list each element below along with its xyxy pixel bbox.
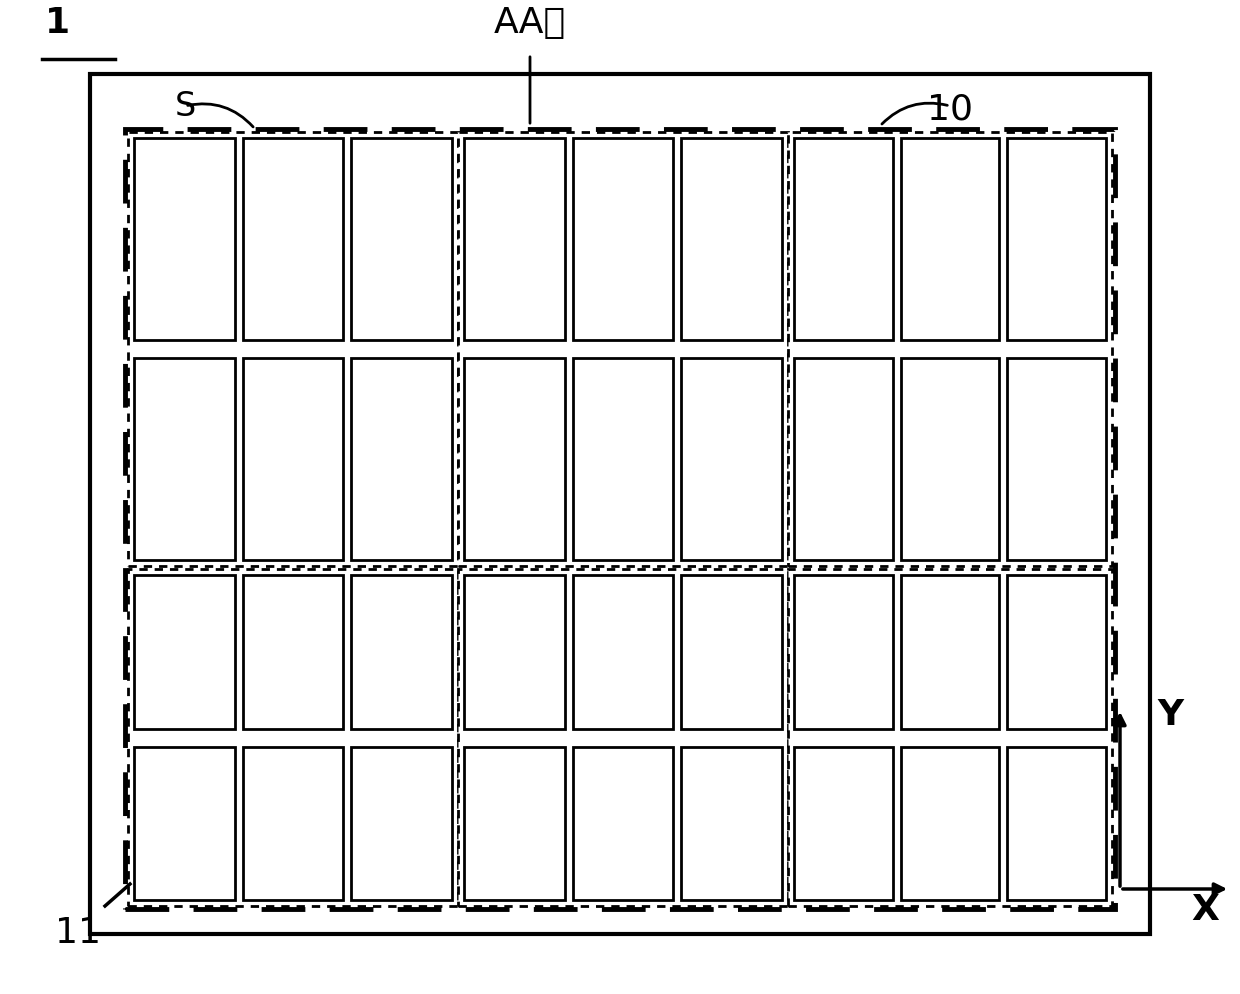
Bar <box>243 139 343 341</box>
Bar <box>573 746 673 901</box>
Bar <box>458 133 787 567</box>
Bar <box>243 746 343 901</box>
Bar <box>1007 576 1106 729</box>
Bar <box>573 139 673 341</box>
Bar <box>787 570 1112 907</box>
Text: AA区: AA区 <box>494 6 567 40</box>
Bar <box>351 576 453 729</box>
Bar <box>351 139 453 341</box>
Bar <box>1007 746 1106 901</box>
Bar <box>464 746 564 901</box>
Bar <box>794 359 893 561</box>
Bar <box>464 359 564 561</box>
Bar <box>351 746 453 901</box>
Bar <box>794 139 893 341</box>
Bar <box>1007 359 1106 561</box>
Bar <box>134 576 234 729</box>
Bar <box>243 576 343 729</box>
Bar <box>900 746 999 901</box>
Text: 10: 10 <box>928 92 973 127</box>
Text: Y: Y <box>1157 698 1183 732</box>
Bar <box>351 359 453 561</box>
Bar <box>134 139 234 341</box>
Text: 1: 1 <box>45 6 71 40</box>
Bar <box>900 576 999 729</box>
Text: X: X <box>1192 892 1219 926</box>
Bar <box>134 746 234 901</box>
Bar <box>243 359 343 561</box>
Bar <box>134 359 234 561</box>
Bar <box>681 576 782 729</box>
Bar <box>573 576 673 729</box>
Bar <box>128 570 458 907</box>
Bar <box>681 746 782 901</box>
Bar <box>458 570 787 907</box>
Bar <box>125 130 1115 910</box>
Text: 11: 11 <box>55 915 100 949</box>
Bar <box>464 139 564 341</box>
Bar <box>787 133 1112 567</box>
Bar <box>681 139 782 341</box>
Text: S: S <box>175 90 196 123</box>
Bar <box>900 359 999 561</box>
Bar <box>794 746 893 901</box>
Bar <box>681 359 782 561</box>
Bar <box>1007 139 1106 341</box>
Bar <box>464 576 564 729</box>
Bar <box>900 139 999 341</box>
Bar <box>128 133 458 567</box>
Bar <box>794 576 893 729</box>
Bar <box>91 75 1149 934</box>
Bar <box>573 359 673 561</box>
